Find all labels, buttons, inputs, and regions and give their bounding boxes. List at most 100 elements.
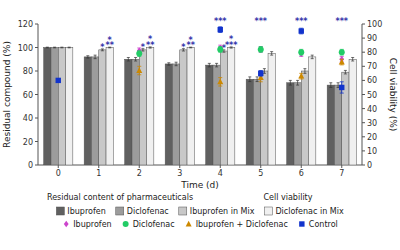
error-bar: [299, 73, 303, 79]
error-cap: [296, 80, 299, 81]
legend-label: Diclofenac in Mix: [275, 207, 344, 216]
legend-label: Ibuprofen: [67, 207, 105, 216]
marker: [258, 71, 263, 76]
y-axis-label: Residual compound (%): [2, 41, 12, 148]
bar: [147, 48, 154, 166]
legend-item: Ibuprofen + Diclofenac: [186, 220, 288, 229]
legend-label: Ibuprofen: [73, 220, 111, 229]
bar: [309, 57, 316, 165]
y2-tick: [362, 94, 365, 95]
bar: [91, 57, 98, 165]
error-line: [264, 69, 265, 74]
legend-swatch: [64, 221, 69, 228]
error-cap: [344, 73, 347, 74]
error-cap: [208, 63, 211, 64]
error-bar: [248, 77, 251, 82]
legend-item: Ibuprofen: [64, 220, 112, 229]
error-cap: [256, 81, 259, 82]
error-cap: [337, 82, 340, 83]
x-tick: [98, 165, 99, 168]
error-bar: [289, 80, 292, 85]
error-bar: [137, 66, 141, 74]
section-label: Residual content of pharmaceuticals: [47, 193, 193, 202]
x-tick-label: 0: [56, 169, 61, 178]
y2-tick: [362, 122, 365, 123]
annotation: *: [229, 35, 234, 44]
marker: [339, 85, 344, 90]
y-tick: [35, 24, 38, 25]
error-line: [135, 57, 136, 61]
legend-label: Ibuprofen + Diclofenac: [196, 220, 288, 229]
y2-tick-label: 30: [367, 119, 377, 128]
error-bar: [215, 63, 218, 67]
annotation: *: [189, 36, 194, 45]
x-tick: [139, 165, 140, 168]
error-cap: [256, 76, 259, 77]
error-cap: [68, 47, 71, 48]
y2-tick: [362, 136, 365, 137]
x-tick: [58, 165, 59, 168]
annotation: *: [181, 43, 186, 52]
error-line: [87, 56, 88, 58]
legend-item: Diclofenac: [116, 207, 169, 216]
error-bar: [344, 70, 347, 74]
annotation: *: [108, 36, 113, 45]
legend-item: Control: [299, 220, 338, 229]
error-bar: [270, 52, 273, 56]
error-cap: [175, 62, 178, 63]
error-line: [304, 69, 305, 74]
error-line: [47, 47, 48, 49]
error-cap: [53, 47, 56, 48]
legend: IbuprofenDiclofenacIbuprofen in MixDiclo…: [56, 207, 344, 216]
error-line: [128, 57, 129, 61]
error-cap: [303, 68, 306, 69]
error-cap: [60, 47, 63, 48]
error-bar: [94, 55, 97, 59]
annotation: ***: [295, 17, 308, 26]
error-bar: [53, 47, 56, 49]
error-bar: [296, 80, 299, 85]
error-bar: [60, 47, 63, 49]
error-bar: [46, 47, 49, 49]
legend-swatch: [299, 221, 304, 226]
error-cap: [167, 62, 170, 63]
error-cap: [344, 70, 347, 71]
error-cap: [259, 81, 263, 82]
legend-swatch: [179, 207, 187, 215]
bar: [99, 50, 106, 165]
bar: [287, 83, 294, 165]
bar: [294, 83, 301, 165]
marker: [299, 28, 304, 33]
x-tick: [260, 165, 261, 168]
bar: [51, 48, 58, 166]
error-line: [330, 83, 331, 88]
error-bar: [340, 49, 344, 55]
error-bar: [134, 57, 137, 61]
error-line: [168, 63, 169, 65]
error-cap: [134, 61, 137, 62]
marker: [218, 27, 223, 32]
x-tick-label: 5: [258, 169, 263, 178]
bar: [268, 53, 275, 165]
error-cap: [248, 76, 251, 77]
error-cap: [218, 77, 222, 78]
x-tick-label: 7: [339, 169, 344, 178]
annotations: *****************************: [100, 17, 349, 53]
y2-tick-label: 80: [367, 48, 377, 57]
x-tick-label: 6: [299, 169, 304, 178]
bar: [349, 59, 356, 165]
y2-tick: [362, 66, 365, 67]
legend: IbuprofenDiclofenacIbuprofen + Diclofena…: [64, 220, 338, 229]
marker: [339, 59, 345, 65]
error-cap: [94, 55, 97, 56]
error-line: [290, 80, 291, 85]
y-tick: [35, 47, 38, 48]
bar: [44, 48, 51, 166]
y2-tick: [362, 24, 365, 25]
legend-label: Control: [309, 220, 338, 229]
x-tick-label: 4: [218, 169, 223, 178]
legend-swatch: [186, 221, 192, 227]
section-label: Cell viability: [264, 193, 313, 202]
x-tick-label: 3: [177, 169, 182, 178]
y2-tick-label: 0: [367, 161, 372, 170]
